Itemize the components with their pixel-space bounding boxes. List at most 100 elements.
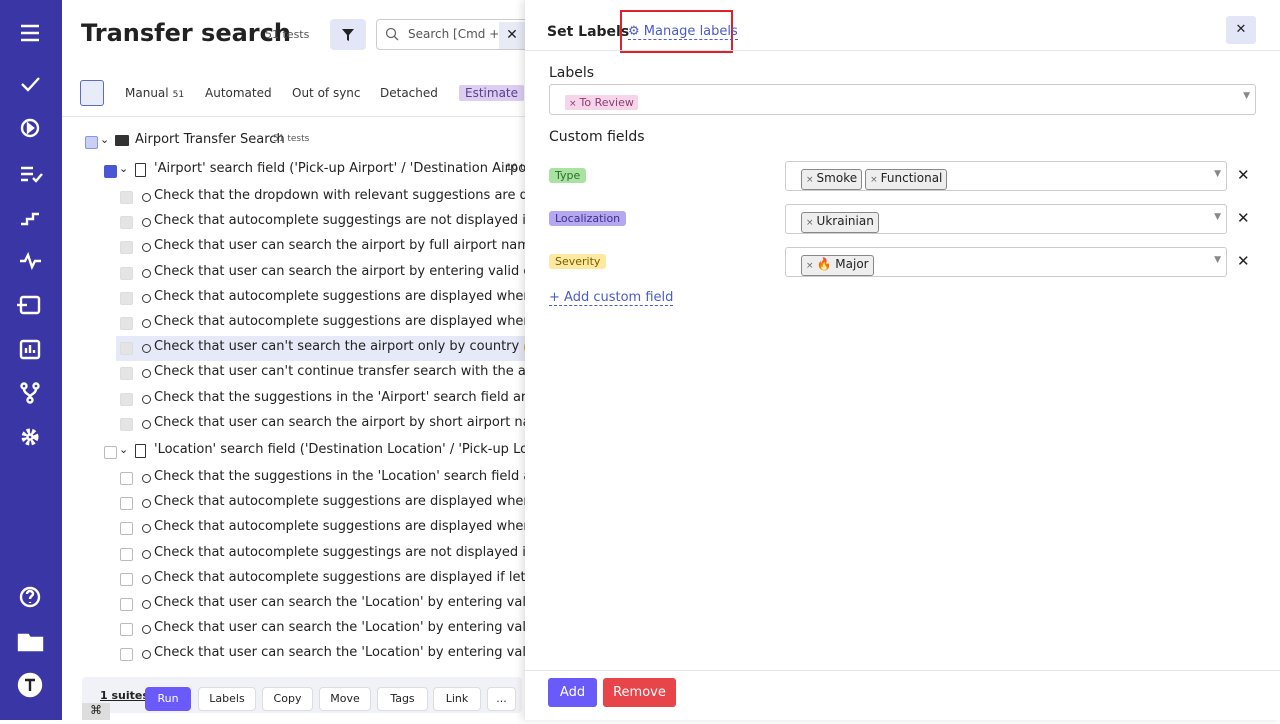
add-custom-field[interactable]: + Add custom field — [549, 290, 674, 306]
test-row[interactable]: Check that user can search the airport b… — [62, 412, 525, 437]
folder-icon — [115, 135, 129, 146]
checkbox[interactable] — [120, 392, 133, 406]
toolbar-button[interactable]: ... — [487, 687, 516, 711]
close-panel[interactable]: ✕ — [1226, 16, 1256, 44]
checkbox[interactable] — [120, 342, 133, 356]
checkbox[interactable] — [120, 598, 133, 611]
value-chip[interactable]: × 🔥 Major — [801, 255, 874, 276]
checkbox[interactable] — [120, 623, 133, 637]
remove-field[interactable]: ✕ — [1237, 252, 1250, 270]
test-row[interactable]: Check that the suggestions in the 'Locat… — [62, 466, 525, 491]
remove-x[interactable]: × — [806, 218, 814, 228]
remove-field[interactable]: ✕ — [1237, 209, 1250, 227]
checkbox[interactable] — [120, 547, 133, 561]
checkbox[interactable] — [120, 291, 133, 305]
label-chip[interactable]: × To Review — [565, 95, 638, 110]
add-button[interactable]: Add — [548, 678, 597, 707]
field-name: Type — [549, 168, 587, 183]
search-input[interactable]: Search [Cmd + K] — [376, 19, 525, 50]
dropdown-arrow: ▼ — [1214, 255, 1221, 265]
test-row[interactable]: Check that user can search the 'Location… — [62, 592, 525, 617]
test-name-wrap: Check that user can't search the airport… — [154, 339, 525, 356]
test-row[interactable]: Check that autocomplete suggestings are … — [62, 210, 525, 235]
checkbox[interactable] — [120, 472, 133, 485]
remove-field[interactable]: ✕ — [1237, 166, 1250, 184]
test-row[interactable]: Check that user can search the 'Location… — [62, 617, 525, 642]
test-name: Check that autocomplete suggestions are … — [154, 314, 525, 329]
checkbox[interactable] — [120, 241, 133, 255]
test-row[interactable]: Check that user can search the 'Location… — [62, 642, 525, 667]
manage-labels-link[interactable]: ⚙ Manage labels — [628, 24, 738, 40]
remove-x[interactable]: × — [806, 261, 814, 271]
checkbox[interactable] — [104, 165, 117, 178]
status-circle — [142, 319, 151, 328]
checkbox[interactable] — [120, 522, 133, 536]
tab[interactable]: Estimate — [459, 85, 525, 101]
filter-button[interactable] — [330, 19, 366, 50]
toolbar-button[interactable]: Run — [145, 687, 191, 711]
field-select[interactable]: × Ukrainian ▼ — [785, 204, 1227, 234]
test-row[interactable]: Check that autocomplete suggestions are … — [62, 516, 525, 541]
remove-x[interactable]: × — [870, 175, 878, 185]
select-all[interactable] — [80, 80, 104, 106]
test-row[interactable]: Check that autocomplete suggestions are … — [62, 286, 525, 311]
group-row[interactable]: ⌄ 'Location' search field ('Destination L… — [62, 440, 525, 465]
test-name-wrap: Check that autocomplete suggestions are … — [154, 519, 525, 534]
remove-x[interactable]: × — [806, 175, 814, 185]
group-row[interactable]: ⌄ 'Airport' search field ('Pick-up Airpor… — [62, 159, 525, 184]
test-row[interactable]: Check that autocomplete suggestions are … — [62, 491, 525, 516]
checkbox[interactable] — [120, 497, 133, 511]
toolbar-button[interactable]: Labels — [198, 687, 256, 711]
test-name: Check that the suggestions in the 'Locat… — [154, 469, 525, 484]
dropdown-arrow: ▼ — [1214, 212, 1221, 222]
checkbox[interactable] — [120, 572, 133, 586]
tab[interactable]: Automated — [205, 86, 272, 100]
labels-heading: Labels — [549, 65, 595, 81]
toolbar-button[interactable]: Link — [433, 687, 481, 711]
checkbox[interactable] — [120, 191, 133, 204]
tab[interactable]: Out of sync — [292, 86, 361, 100]
status-circle — [142, 499, 151, 509]
status-circle — [142, 293, 151, 303]
checkbox[interactable] — [120, 266, 133, 280]
test-name-wrap: Check that the suggestions in the 'Airpo… — [154, 390, 525, 405]
test-list: Transfer search 51 tests Search [Cmd + K… — [62, 0, 525, 720]
checkbox[interactable] — [120, 417, 133, 431]
toolbar-button[interactable]: Copy — [262, 687, 313, 711]
checkbox[interactable] — [120, 648, 133, 662]
suite-count: 51 tests — [273, 134, 310, 144]
sidebar — [0, 0, 62, 720]
test-row[interactable]: Check that user can't search the airport… — [116, 336, 525, 362]
test-row[interactable]: Check that the suggestions in the 'Airpo… — [62, 387, 525, 412]
remove-button[interactable]: Remove — [603, 678, 676, 707]
test-name-wrap: Check that autocomplete suggestings are … — [154, 545, 525, 560]
value-chip[interactable]: × Functional — [865, 169, 948, 190]
checkbox[interactable] — [104, 446, 117, 459]
chevron: ⌄ — [100, 133, 110, 146]
test-row[interactable]: Check that user can search the airport b… — [62, 235, 525, 260]
tab[interactable]: Detached — [380, 86, 438, 100]
checkbox[interactable] — [120, 216, 133, 230]
tab[interactable]: Manual 51 — [125, 86, 184, 100]
test-row[interactable]: Check that user can't continue transfer … — [62, 361, 525, 386]
remove-x[interactable]: × — [569, 99, 577, 109]
value-chip[interactable]: × Ukrainian — [801, 212, 879, 233]
selected-count[interactable]: 1 suites — [100, 689, 149, 702]
value-chip[interactable]: × Smoke — [801, 169, 863, 190]
toolbar-button[interactable]: Tags — [377, 687, 428, 711]
toolbar-button[interactable]: Move — [319, 687, 371, 711]
checkbox[interactable] — [120, 367, 133, 381]
test-row[interactable]: Check that the dropdown with relevant su… — [62, 185, 525, 210]
suite-row[interactable]: ⌄ Airport Transfer Search 51 tests — [62, 130, 525, 155]
labels-select[interactable]: × To Review ▼ — [549, 84, 1256, 115]
field-select[interactable]: × 🔥 Major ▼ — [785, 247, 1227, 277]
checkbox[interactable] — [120, 317, 133, 330]
test-row[interactable]: Check that autocomplete suggestings are … — [62, 542, 525, 567]
test-name-wrap: Check that the dropdown with relevant su… — [154, 188, 525, 203]
checkbox[interactable] — [85, 136, 98, 149]
clear-search[interactable]: ✕ — [499, 22, 525, 49]
field-select[interactable]: × Smoke × Functional ▼ — [785, 161, 1227, 191]
test-row[interactable]: Check that autocomplete suggestions are … — [62, 311, 525, 336]
test-row[interactable]: Check that autocomplete suggestions are … — [62, 567, 525, 592]
test-row[interactable]: Check that user can search the airport b… — [62, 261, 525, 286]
